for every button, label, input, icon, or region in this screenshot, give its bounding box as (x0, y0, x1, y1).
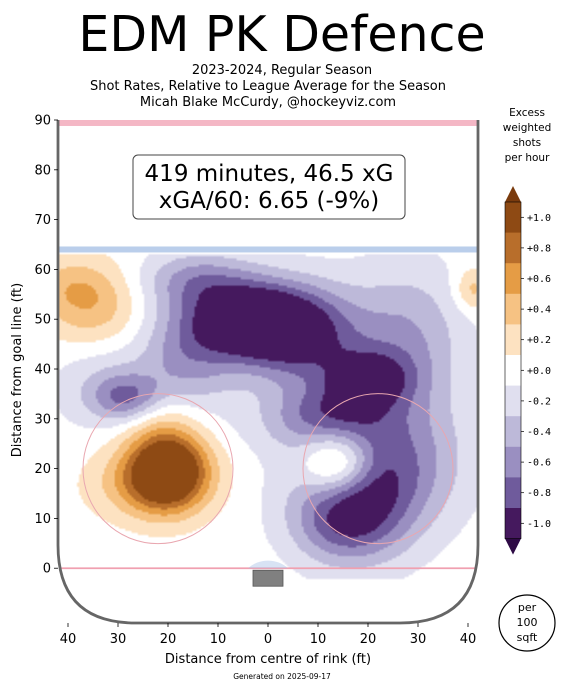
colorbar-swatch (505, 324, 521, 356)
colorbar-label: -0.2 (527, 396, 551, 407)
colorbar-label: +0.6 (527, 274, 551, 285)
colorbar-swatch (505, 508, 521, 539)
y-tick-label: 30 (34, 412, 51, 427)
colorbar-label: +1.0 (527, 213, 551, 224)
x-tick-label: 30 (110, 632, 127, 647)
colorbar-label: -0.4 (527, 427, 551, 438)
faceoff-circle-right (302, 393, 454, 545)
unit-badge-circle (498, 594, 556, 652)
info-box-frame (132, 154, 406, 220)
generated-note: Generated on 2025-09-17 (233, 672, 331, 681)
y-tick-label: 0 (43, 562, 51, 577)
colorbar-swatch (505, 263, 521, 295)
colorbar-swatch (505, 416, 521, 448)
goal-net (252, 569, 284, 587)
y-tick-label: 90 (34, 114, 51, 129)
x-tick-label: 30 (410, 632, 427, 647)
x-tick-label: 20 (160, 632, 177, 647)
colorbar-label: +0.8 (527, 243, 551, 254)
colorbar-title-2: weighted (503, 122, 552, 134)
colorbar-label: -0.6 (527, 458, 551, 469)
centre-red-line (58, 120, 478, 126)
info-box: 419 minutes, 46.5 xG xGA/60: 6.65 (-9%) (132, 154, 406, 220)
y-tick-label: 60 (34, 263, 51, 278)
axes: 40 30 20 10 0 10 20 30 40 0 10 20 30 40 50 60 70 80 90 (34, 114, 476, 648)
colorbar-label: -1.0 (527, 519, 551, 530)
chart-subtitle-2: Shot Rates, Relative to League Average f… (90, 79, 446, 94)
info-box-line-2: xGA/60: 6.65 (-9%) (159, 188, 380, 214)
x-tick-label: 0 (264, 632, 272, 647)
colorbar-swatch (505, 477, 521, 509)
y-tick-label: 80 (34, 163, 51, 178)
colorbar-swatch (505, 293, 521, 325)
x-tick-label: 10 (310, 632, 327, 647)
y-tick-label: 50 (34, 313, 51, 328)
y-tick-label: 20 (34, 462, 51, 477)
unit-badge: per 100 sqft (498, 594, 556, 652)
colorbar-title-4: per hour (505, 152, 551, 164)
colorbar-swatch (505, 202, 521, 233)
y-tick-label: 10 (34, 512, 51, 527)
x-axis-label: Distance from centre of rink (ft) (165, 652, 371, 667)
x-tick-label: 40 (60, 632, 77, 647)
unit-badge-line-3: sqft (517, 631, 538, 644)
x-tick-label: 20 (360, 632, 377, 647)
colorbar-title-3: shots (513, 137, 541, 149)
unit-badge-line-2: 100 (517, 616, 538, 629)
x-tick-label: 40 (460, 632, 477, 647)
x-tick-label: 10 (210, 632, 227, 647)
colorbar-swatch (505, 446, 521, 478)
colorbar-swatch (505, 385, 521, 417)
chart-title: EDM PK Defence (78, 6, 485, 63)
y-tick-label: 40 (34, 363, 51, 378)
colorbar: Excess weighted shots per hour +1.0 +0.8 +… (503, 107, 552, 555)
colorbar-label: +0.0 (527, 366, 551, 377)
colorbar-label: +0.2 (527, 335, 551, 346)
colorbar-extend-bottom (505, 538, 521, 555)
colorbar-swatch (505, 232, 521, 264)
colorbar-swatch (505, 355, 521, 386)
colorbar-title-1: Excess (509, 107, 545, 119)
y-axis-label: Distance from goal line (ft) (10, 283, 25, 457)
faceoff-circle-left (82, 393, 234, 545)
chart-subtitle-3: Micah Blake McCurdy, @hockeyviz.com (140, 95, 396, 110)
y-tick-label: 70 (34, 213, 51, 228)
blue-line (58, 246, 478, 253)
info-box-line-1: 419 minutes, 46.5 xG (145, 161, 394, 187)
colorbar-label: -0.8 (527, 488, 551, 499)
colorbar-label: +0.4 (527, 305, 551, 316)
rink-markings (58, 120, 478, 587)
unit-badge-line-1: per (518, 601, 537, 614)
colorbar-extend-top (505, 186, 521, 202)
chart-subtitle-1: 2023-2024, Regular Season (192, 63, 372, 78)
goal-crease (248, 560, 288, 569)
